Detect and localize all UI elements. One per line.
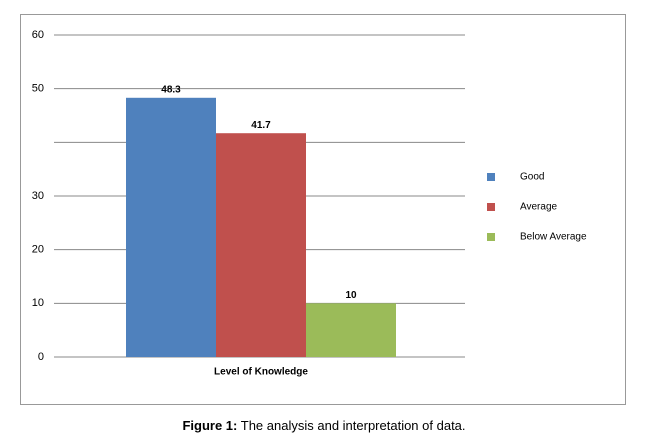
y-tick-label: 60 xyxy=(32,29,44,41)
data-label: 48.3 xyxy=(161,84,181,95)
y-tick-label: 0 xyxy=(38,351,44,363)
x-axis-label: Level of Knowledge xyxy=(214,367,308,378)
legend-swatch xyxy=(487,203,495,211)
legend-label: Below Average xyxy=(520,232,587,243)
caption-label: Figure 1: xyxy=(182,418,238,433)
bar xyxy=(126,97,216,357)
bar xyxy=(216,133,306,357)
y-tick-label: 50 xyxy=(32,83,44,95)
chart: Level of Knowledge 0 10 20 30 50 60 48.3 Good 41… xyxy=(20,14,626,405)
y-tick-label: 10 xyxy=(32,297,44,309)
caption-text: The analysis and interpretation of data. xyxy=(240,418,466,433)
data-label: 41.7 xyxy=(251,120,271,131)
chart-frame xyxy=(20,14,626,405)
y-tick-label: 30 xyxy=(32,190,44,202)
data-label: 10 xyxy=(345,290,357,301)
legend-label: Average xyxy=(520,202,558,213)
caption: Figure 1: The analysis and interpretatio… xyxy=(0,418,648,433)
bar xyxy=(306,303,396,357)
y-tick-label: 20 xyxy=(32,244,44,256)
legend-swatch xyxy=(487,173,495,181)
legend-swatch xyxy=(487,233,495,241)
legend-label: Good xyxy=(520,172,544,183)
